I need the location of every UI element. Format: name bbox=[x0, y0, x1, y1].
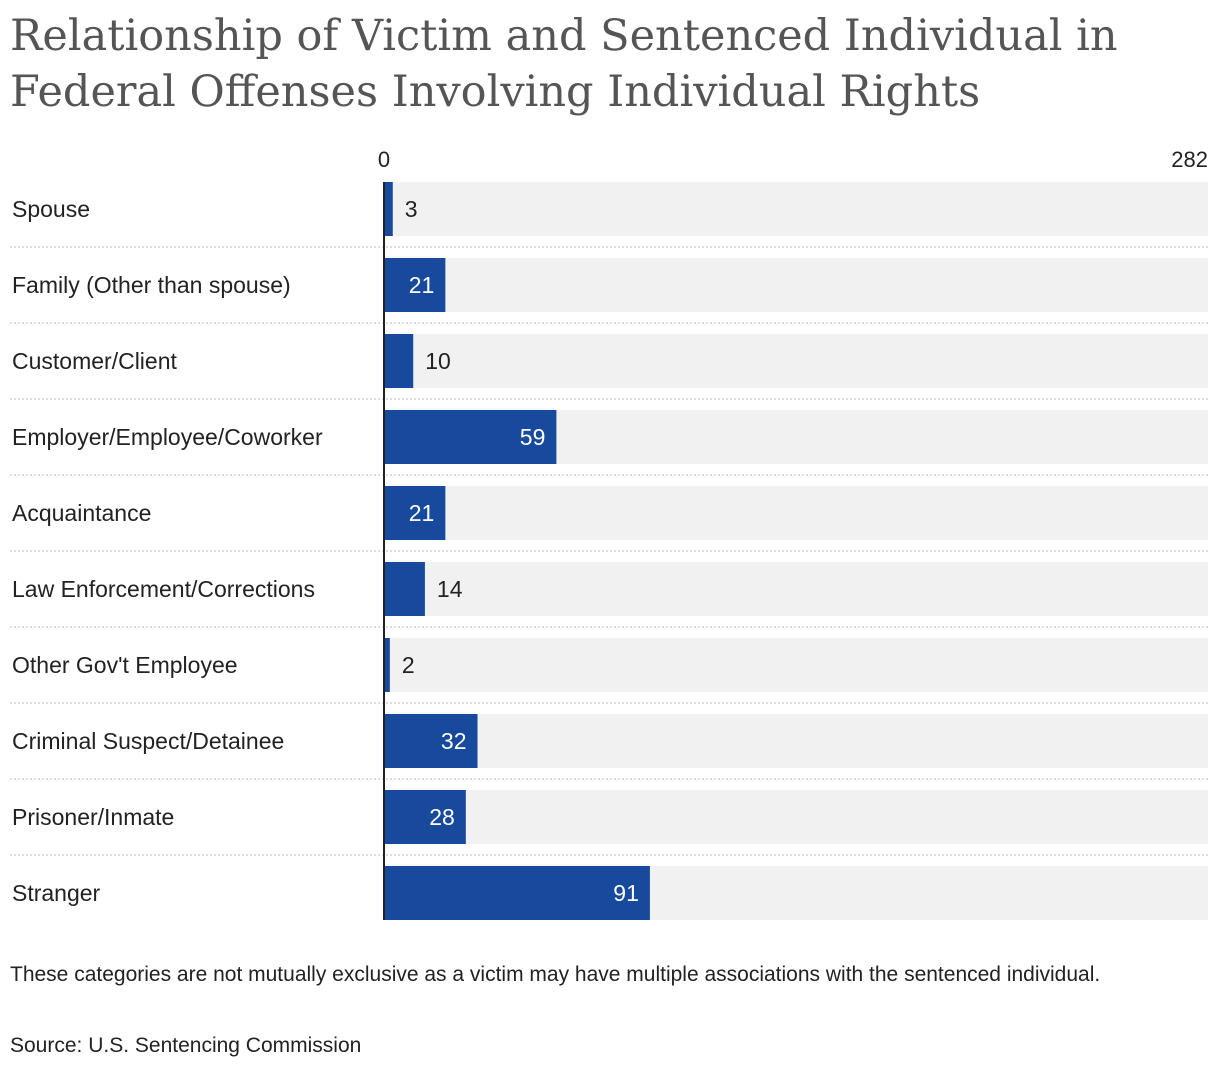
bar-track bbox=[384, 714, 1208, 768]
axis-labels: 0 282 bbox=[378, 147, 1208, 172]
value-labels: 3 21 10 59 21 14 2 32 28 91 bbox=[402, 196, 639, 906]
category-label: Spouse bbox=[12, 196, 90, 222]
category-label: Law Enforcement/Corrections bbox=[12, 576, 315, 602]
value-label: 2 bbox=[402, 652, 415, 678]
bars bbox=[384, 182, 650, 920]
bar bbox=[384, 638, 390, 692]
bar-tracks bbox=[384, 182, 1208, 920]
value-label: 32 bbox=[441, 728, 467, 754]
x-tick-label-min: 0 bbox=[378, 147, 390, 172]
bar bbox=[384, 866, 650, 920]
category-label: Other Gov't Employee bbox=[12, 652, 238, 678]
bar-track bbox=[384, 486, 1208, 540]
bar-track bbox=[384, 790, 1208, 844]
chart-note: These categories are not mutually exclus… bbox=[10, 963, 1101, 986]
chart-source: Source: U.S. Sentencing Commission bbox=[10, 1034, 362, 1057]
category-label: Prisoner/Inmate bbox=[12, 804, 174, 830]
bar bbox=[384, 334, 414, 388]
category-label: Acquaintance bbox=[12, 500, 151, 526]
bar bbox=[384, 562, 425, 616]
bar-track bbox=[384, 334, 1208, 388]
value-label: 14 bbox=[437, 576, 463, 602]
category-label: Employer/Employee/Coworker bbox=[12, 424, 323, 450]
category-label: Stranger bbox=[12, 880, 101, 906]
category-label: Criminal Suspect/Detainee bbox=[12, 728, 284, 754]
bar-track bbox=[384, 182, 1208, 236]
bar bbox=[384, 410, 557, 464]
value-label: 21 bbox=[409, 272, 435, 298]
value-label: 91 bbox=[613, 880, 639, 906]
value-label: 59 bbox=[520, 424, 546, 450]
value-label: 21 bbox=[409, 500, 435, 526]
bar bbox=[384, 258, 446, 312]
category-labels: Spouse Family (Other than spouse) Customer… bbox=[12, 196, 323, 906]
x-tick-label-max: 282 bbox=[1171, 147, 1208, 172]
bar bbox=[384, 486, 446, 540]
bar bbox=[384, 182, 393, 236]
value-label: 3 bbox=[405, 196, 418, 222]
bar bbox=[384, 714, 478, 768]
bar-track bbox=[384, 638, 1208, 692]
bar-track bbox=[384, 258, 1208, 312]
chart-title: Relationship of Victim and Sentenced Ind… bbox=[10, 11, 1118, 117]
bar bbox=[384, 790, 466, 844]
bar-track bbox=[384, 562, 1208, 616]
value-label: 28 bbox=[429, 804, 455, 830]
category-label: Family (Other than spouse) bbox=[12, 272, 291, 298]
category-label: Customer/Client bbox=[12, 348, 177, 374]
value-label: 10 bbox=[425, 348, 451, 374]
